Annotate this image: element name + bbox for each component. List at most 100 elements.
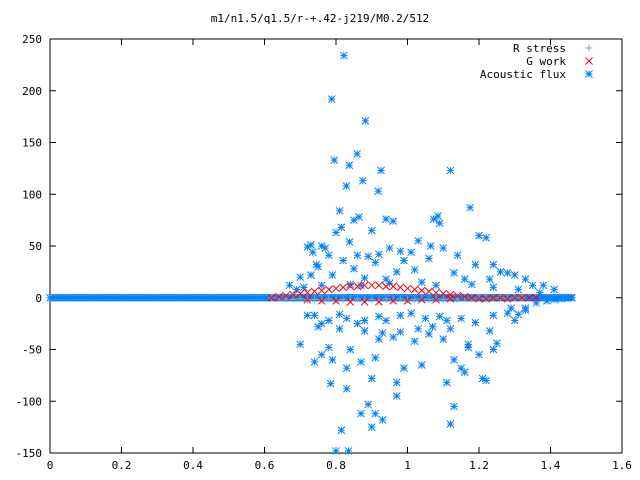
acoustic-flux-point <box>375 336 382 343</box>
acoustic-flux-point <box>379 416 386 423</box>
acoustic-flux-point <box>540 282 547 289</box>
acoustic-flux-point <box>472 261 479 268</box>
acoustic-flux-point <box>425 330 432 337</box>
acoustic-flux-point <box>490 261 497 268</box>
acoustic-flux-point <box>536 289 543 296</box>
acoustic-flux-point <box>418 362 425 369</box>
acoustic-flux-point <box>329 271 336 278</box>
acoustic-flux-point <box>504 269 511 276</box>
acoustic-flux-point <box>336 311 343 318</box>
acoustic-flux-point <box>372 354 379 361</box>
acoustic-flux-point <box>411 266 418 273</box>
acoustic-flux-point <box>338 224 345 231</box>
acoustic-flux-point <box>347 346 354 353</box>
acoustic-flux-point <box>436 220 443 227</box>
y-tick-label: 100 <box>22 188 42 201</box>
acoustic-flux-point <box>354 320 361 327</box>
acoustic-flux-point <box>343 182 350 189</box>
acoustic-flux-point <box>361 327 368 334</box>
x-tick-label: 0.8 <box>326 459 346 472</box>
acoustic-flux-point <box>361 275 368 282</box>
acoustic-flux-point <box>447 167 454 174</box>
acoustic-flux-point <box>325 252 332 259</box>
acoustic-flux-point <box>450 403 457 410</box>
acoustic-flux-point <box>400 257 407 264</box>
acoustic-flux-point <box>362 117 369 124</box>
acoustic-flux-point <box>490 312 497 319</box>
acoustic-flux-point <box>390 334 397 341</box>
y-tick-label: 150 <box>22 137 42 150</box>
acoustic-flux-point <box>472 319 479 326</box>
acoustic-flux-point <box>333 447 340 454</box>
acoustic-flux-point <box>511 271 518 278</box>
acoustic-flux-point <box>427 243 434 250</box>
acoustic-flux-point <box>425 255 432 262</box>
acoustic-flux-point <box>350 217 357 224</box>
acoustic-flux-point <box>343 315 350 322</box>
acoustic-flux-point <box>440 336 447 343</box>
acoustic-flux-point <box>354 150 361 157</box>
x-tick-label: 1.4 <box>541 459 561 472</box>
acoustic-flux-point <box>397 312 404 319</box>
acoustic-flux-point <box>336 325 343 332</box>
acoustic-flux-point <box>543 297 550 304</box>
series-acoustic-flux <box>47 52 576 454</box>
x-tick-label: 1.6 <box>612 459 632 472</box>
acoustic-flux-point <box>467 204 474 211</box>
acoustic-flux-point <box>354 252 361 259</box>
acoustic-flux-point <box>447 421 454 428</box>
acoustic-flux-point <box>325 317 332 324</box>
x-tick-label: 0.2 <box>112 459 132 472</box>
y-tick-label: -150 <box>16 447 43 460</box>
acoustic-flux-point <box>300 284 307 291</box>
acoustic-flux-point <box>504 310 511 317</box>
acoustic-flux-point <box>458 365 465 372</box>
acoustic-flux-point <box>343 365 350 372</box>
g-work-point <box>368 282 375 289</box>
acoustic-flux-point <box>297 274 304 281</box>
acoustic-flux-point <box>434 212 441 219</box>
acoustic-flux-point <box>415 237 422 244</box>
acoustic-flux-point <box>307 271 314 278</box>
acoustic-flux-point <box>327 380 334 387</box>
acoustic-flux-point <box>315 323 322 330</box>
acoustic-flux-point <box>361 317 368 324</box>
acoustic-flux-point <box>397 248 404 255</box>
acoustic-flux-point <box>418 279 425 286</box>
g-work-point <box>425 288 432 295</box>
acoustic-flux-point <box>383 317 390 324</box>
y-tick-label: 250 <box>22 33 42 46</box>
acoustic-flux-point <box>468 281 475 288</box>
legend-label: R stress <box>513 42 566 55</box>
acoustic-flux-point <box>311 358 318 365</box>
acoustic-flux-point <box>340 52 347 59</box>
acoustic-flux-point <box>450 269 457 276</box>
acoustic-flux-point <box>393 268 400 275</box>
g-work-point <box>397 284 404 291</box>
acoustic-flux-point <box>350 265 357 272</box>
acoustic-flux-point <box>522 276 529 283</box>
acoustic-flux-point <box>340 257 347 264</box>
legend-marker <box>586 71 593 78</box>
acoustic-flux-point <box>465 344 472 351</box>
acoustic-flux-point <box>422 315 429 322</box>
acoustic-flux-point <box>490 346 497 353</box>
legend-marker <box>586 58 593 65</box>
data-marks <box>47 52 576 454</box>
acoustic-flux-point <box>375 188 382 195</box>
acoustic-flux-point <box>297 341 304 348</box>
acoustic-flux-point <box>522 305 529 312</box>
acoustic-flux-point <box>368 227 375 234</box>
g-work-point <box>375 282 382 289</box>
y-tick-label: 0 <box>35 292 42 305</box>
acoustic-flux-point <box>325 344 332 351</box>
acoustic-flux-point <box>393 379 400 386</box>
acoustic-flux-point <box>372 259 379 266</box>
acoustic-flux-point <box>286 282 293 289</box>
acoustic-flux-point <box>443 379 450 386</box>
acoustic-flux-point <box>408 249 415 256</box>
acoustic-flux-point <box>476 351 483 358</box>
g-work-point <box>333 285 340 292</box>
acoustic-flux-point <box>372 410 379 417</box>
